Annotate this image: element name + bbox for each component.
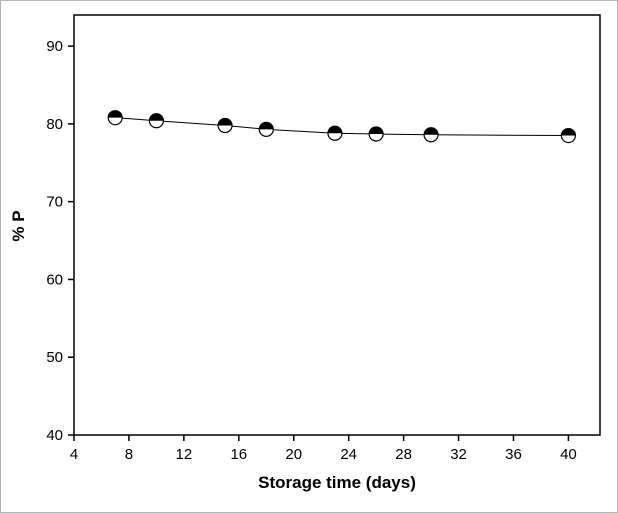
data-point-marker-top-half bbox=[218, 118, 233, 126]
x-tick-label: 28 bbox=[395, 446, 412, 463]
data-point-marker-top-half bbox=[424, 127, 439, 135]
data-point-marker-top-half bbox=[369, 127, 384, 134]
plot-area bbox=[73, 14, 601, 436]
x-tick-label: 32 bbox=[450, 446, 467, 463]
x-tick-label: 24 bbox=[340, 446, 357, 463]
y-tick-label: 60 bbox=[46, 271, 63, 288]
y-tick-label: 80 bbox=[46, 116, 63, 133]
y-tick-label: 50 bbox=[46, 349, 63, 366]
data-point-marker-top-half bbox=[561, 128, 576, 136]
x-tick-label: 36 bbox=[505, 446, 522, 463]
data-point-marker-top-half bbox=[108, 110, 123, 118]
y-tick-label: 90 bbox=[46, 38, 63, 55]
data-point-marker-top-half bbox=[327, 126, 342, 134]
x-tick-label: 12 bbox=[176, 446, 193, 463]
x-tick-label: 20 bbox=[285, 446, 302, 463]
x-tick-label: 4 bbox=[70, 446, 78, 463]
x-tick-label: 8 bbox=[125, 446, 133, 463]
y-tick-label: 40 bbox=[46, 427, 63, 444]
x-axis-title: Storage time (days) bbox=[258, 473, 416, 492]
x-tick-label: 40 bbox=[560, 446, 577, 463]
y-tick-label: 70 bbox=[46, 194, 63, 211]
data-series-line bbox=[115, 117, 569, 137]
x-tick-label: 16 bbox=[230, 446, 247, 463]
y-axis-title: % P bbox=[9, 210, 28, 242]
data-point-marker-top-half bbox=[259, 122, 274, 130]
data-point-marker-top-half bbox=[149, 113, 164, 121]
